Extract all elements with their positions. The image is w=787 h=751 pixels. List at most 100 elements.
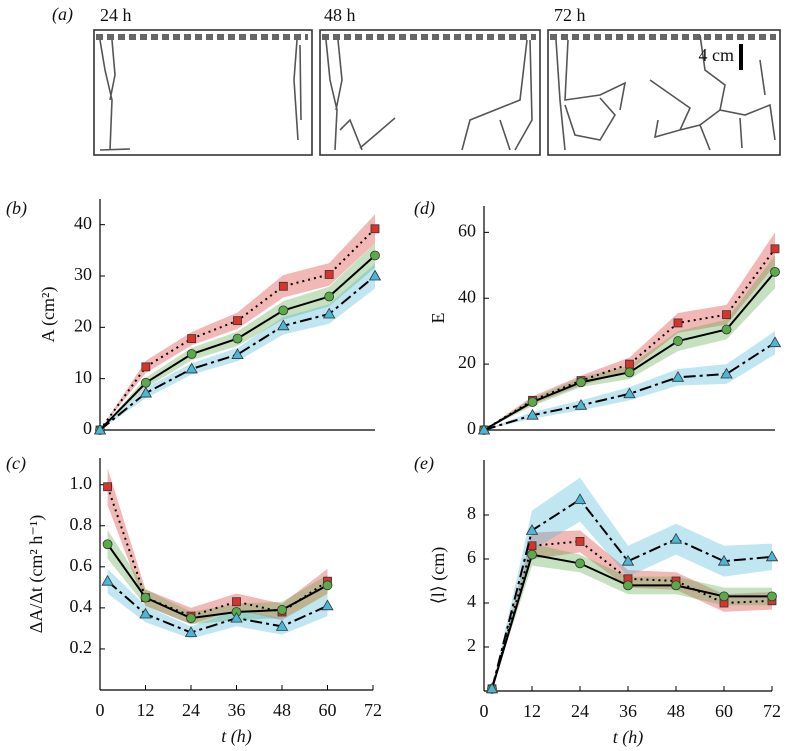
x-tick-label: 0 [96, 700, 105, 720]
x-tick-label: 48 [667, 701, 685, 721]
marker [140, 592, 151, 603]
marker [103, 482, 112, 492]
marker [370, 224, 380, 234]
frame-label: 72 h [554, 5, 586, 25]
marker [527, 397, 538, 407]
marker [102, 539, 113, 550]
marker [527, 549, 537, 560]
marker [93, 423, 107, 435]
marker [673, 318, 683, 328]
x-tick-label: 12 [137, 700, 155, 720]
marker [322, 580, 333, 591]
error-band [107, 568, 328, 639]
marker [575, 558, 585, 569]
panel-label: (a) [52, 4, 73, 25]
panel-label: (c) [6, 453, 26, 474]
y-tick-label: 2 [467, 635, 476, 655]
marker [368, 269, 382, 281]
marker [767, 591, 777, 602]
marker [278, 281, 288, 291]
marker [576, 377, 586, 388]
y-tick-label: 60 [458, 220, 476, 240]
y-tick-label: 6 [467, 547, 476, 567]
marker [277, 605, 287, 615]
x-tick-label: 24 [182, 700, 200, 720]
marker [324, 291, 335, 302]
marker [275, 620, 289, 631]
marker [185, 362, 198, 374]
marker [573, 493, 587, 504]
error-band [492, 477, 772, 689]
frame [547, 29, 781, 156]
marker [765, 550, 779, 562]
x-tick-label: 60 [715, 701, 733, 721]
marker [140, 377, 151, 388]
marker [324, 270, 334, 279]
frame-label: 24 h [100, 5, 132, 25]
marker [574, 398, 588, 410]
marker [624, 367, 635, 378]
marker [525, 524, 539, 535]
x-tick-label: 12 [523, 701, 541, 721]
marker [770, 244, 780, 254]
marker [623, 580, 633, 591]
y-tick-label: 4 [467, 591, 476, 611]
marker [184, 626, 198, 637]
marker [717, 554, 731, 566]
marker [485, 682, 499, 694]
x-tick-label: 72 [763, 701, 781, 721]
marker [719, 591, 729, 602]
marker [720, 367, 733, 379]
marker [233, 316, 242, 326]
x-tick-label: 36 [619, 701, 637, 721]
error-band [107, 529, 328, 625]
marker [623, 387, 636, 399]
panel-label: (b) [6, 198, 27, 219]
marker [101, 574, 114, 586]
marker [278, 305, 289, 316]
error-band [484, 232, 775, 430]
x-axis-label: t (h) [613, 727, 644, 748]
frame [93, 29, 313, 156]
marker [477, 423, 491, 435]
frame-label: 48 h [324, 5, 356, 25]
marker [321, 599, 334, 611]
y-axis-label: ΔA/Δt (cm² h⁻¹) [26, 515, 47, 633]
y-tick-label: 0.2 [70, 637, 93, 657]
marker [625, 359, 634, 369]
x-tick-label: 72 [364, 700, 382, 720]
y-tick-label: 0 [467, 418, 476, 438]
x-tick-label: 24 [571, 701, 589, 721]
marker [322, 307, 336, 319]
y-tick-label: 1.0 [70, 473, 93, 493]
crack [325, 39, 533, 151]
marker [526, 408, 539, 420]
panel-a [93, 29, 781, 156]
panel-label: (d) [414, 198, 435, 219]
x-tick-label: 60 [319, 700, 337, 720]
scale-label: 4 cm [699, 45, 735, 65]
y-tick-label: 0.8 [70, 514, 93, 534]
marker [186, 613, 196, 624]
marker [141, 362, 151, 372]
marker [768, 336, 782, 348]
y-axis-label: ⟨l⟩ (cm) [428, 547, 449, 605]
y-tick-label: 0.4 [70, 596, 93, 616]
marker [186, 349, 197, 359]
marker [232, 333, 243, 344]
marker [721, 324, 732, 335]
marker [187, 334, 197, 344]
marker [673, 336, 683, 346]
marker [770, 266, 780, 277]
y-axis-label: A (cm²) [38, 287, 59, 343]
crack [99, 39, 302, 151]
y-axis-label: E [428, 313, 448, 324]
crack [555, 34, 776, 151]
marker [575, 537, 585, 546]
marker [230, 611, 243, 623]
y-tick-label: 0.6 [70, 555, 93, 575]
series-line [106, 486, 329, 618]
error-band [484, 331, 775, 430]
series-line [106, 543, 328, 620]
